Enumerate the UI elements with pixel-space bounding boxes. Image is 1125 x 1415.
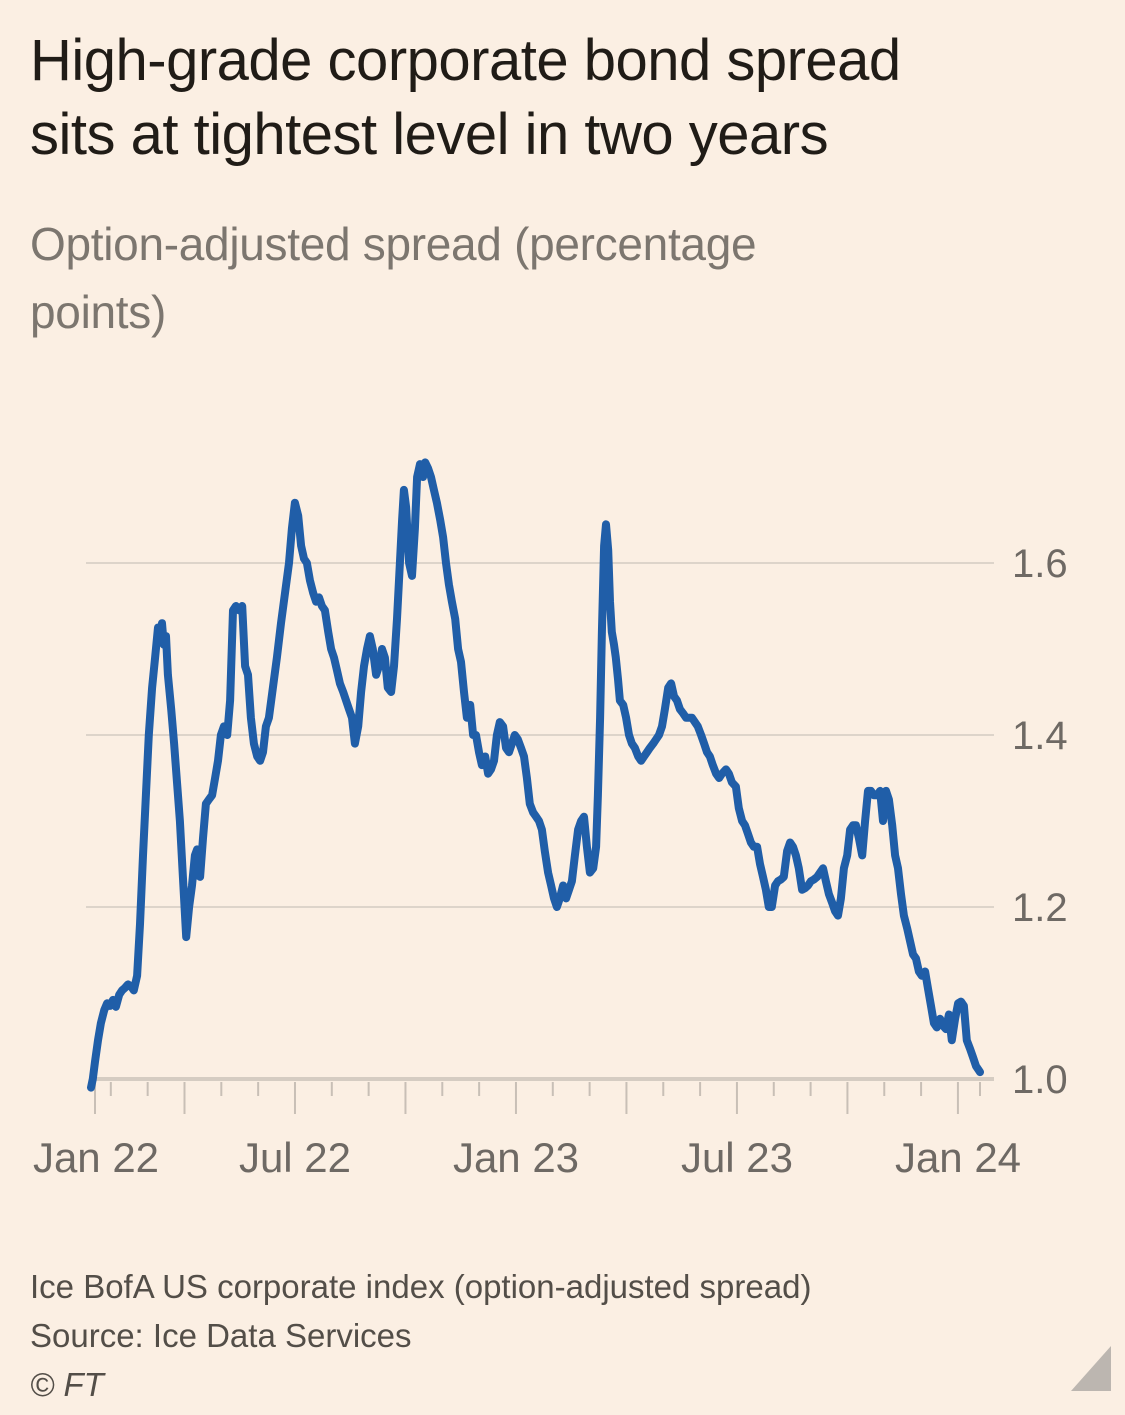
chart-footer: Ice BofA US corporate index (option-adju…: [30, 1262, 1030, 1409]
chart-subtitle: Option-adjusted spread (percentage point…: [30, 210, 1010, 346]
y-axis-labels: 1.6 1.4 1.2 1.0: [1012, 542, 1068, 1102]
x-axis-labels: Jan 22 Jul 22 Jan 23 Jul 23 Jan 24: [33, 1134, 1021, 1181]
resize-handle-icon: [1071, 1346, 1111, 1391]
chart-title-line-1: High-grade corporate bond spread: [30, 28, 901, 93]
source-note: Source: Ice Data Services: [30, 1317, 412, 1354]
spread-line-series: [87, 458, 984, 1092]
chart-title: High-grade corporate bond spread sits at…: [30, 24, 1080, 172]
chart-subtitle-line-1: Option-adjusted spread (percentage: [30, 218, 757, 270]
ft-copyright: © FT: [30, 1366, 104, 1403]
chart-subtitle-line-2: points): [30, 286, 166, 338]
chart-title-line-2: sits at tightest level in two years: [30, 102, 829, 167]
index-note: Ice BofA US corporate index (option-adju…: [30, 1268, 812, 1305]
svg-text:1.0: 1.0: [1012, 1058, 1068, 1102]
svg-text:1.4: 1.4: [1012, 714, 1068, 758]
svg-text:Jul 23: Jul 23: [681, 1134, 793, 1181]
x-axis-ticks: [94, 1082, 981, 1114]
svg-text:Jan 24: Jan 24: [895, 1134, 1021, 1181]
svg-text:1.6: 1.6: [1012, 542, 1068, 586]
svg-text:Jul 22: Jul 22: [239, 1134, 351, 1181]
svg-text:Jan 23: Jan 23: [453, 1134, 579, 1181]
svg-text:Jan 22: Jan 22: [33, 1134, 159, 1181]
svg-text:1.2: 1.2: [1012, 886, 1068, 930]
